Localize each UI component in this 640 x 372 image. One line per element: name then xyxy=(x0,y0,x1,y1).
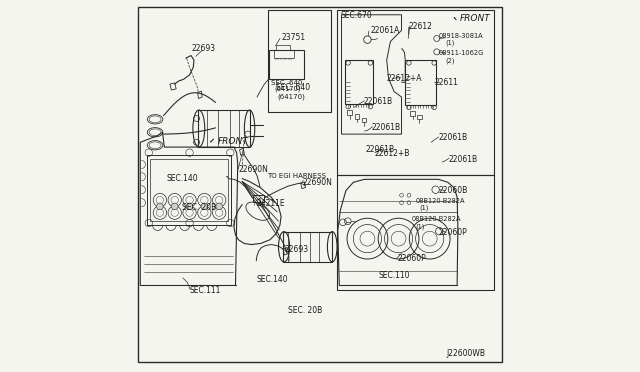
Circle shape xyxy=(172,203,178,210)
Text: SEC.110: SEC.110 xyxy=(378,271,410,280)
Bar xyxy=(147,155,231,225)
Text: 22060B: 22060B xyxy=(438,186,468,195)
Circle shape xyxy=(157,203,163,210)
Text: (2): (2) xyxy=(445,57,455,64)
Bar xyxy=(283,232,332,262)
Text: (1): (1) xyxy=(445,40,454,46)
Text: 24211E: 24211E xyxy=(257,199,285,208)
Text: (64170): (64170) xyxy=(274,86,301,92)
Text: FRONT: FRONT xyxy=(218,137,249,146)
Bar xyxy=(268,10,331,112)
Bar xyxy=(274,50,294,58)
Bar xyxy=(150,159,228,221)
Text: J22600WB: J22600WB xyxy=(446,349,485,358)
Text: 08918-3081A: 08918-3081A xyxy=(438,33,483,39)
Bar xyxy=(410,111,415,116)
Text: SEC.111: SEC.111 xyxy=(189,286,221,295)
Text: 22061B: 22061B xyxy=(364,97,393,106)
Text: SEC. 640: SEC. 640 xyxy=(271,80,302,86)
Bar xyxy=(348,110,352,115)
Text: 08B120-B282A: 08B120-B282A xyxy=(415,198,465,204)
Bar xyxy=(337,175,494,290)
Bar xyxy=(198,110,250,147)
Text: 22060P: 22060P xyxy=(438,228,467,237)
Bar xyxy=(355,114,359,119)
Text: TO EGI HARNESS: TO EGI HARNESS xyxy=(268,173,326,179)
Circle shape xyxy=(201,203,208,210)
Text: 22693: 22693 xyxy=(191,44,215,53)
Text: SEC. 640: SEC. 640 xyxy=(276,83,310,92)
Text: SEC. 20B: SEC. 20B xyxy=(288,306,323,315)
Text: 22612+B: 22612+B xyxy=(375,149,410,158)
Text: SEC. 20B: SEC. 20B xyxy=(182,203,217,212)
Text: 22061B: 22061B xyxy=(449,155,478,164)
Text: 22693: 22693 xyxy=(285,244,309,253)
Text: 22060P: 22060P xyxy=(398,254,427,263)
Text: FRONT: FRONT xyxy=(460,14,491,23)
Text: 22061A: 22061A xyxy=(370,26,399,35)
Text: 22611: 22611 xyxy=(435,78,459,87)
Text: 08911-1062G: 08911-1062G xyxy=(438,50,484,56)
Bar xyxy=(345,60,373,105)
Text: 22612: 22612 xyxy=(409,22,433,31)
Text: 22612+A: 22612+A xyxy=(387,74,422,83)
Text: SEC.140: SEC.140 xyxy=(256,275,287,284)
Text: 22061B: 22061B xyxy=(438,133,468,142)
Circle shape xyxy=(186,203,193,210)
Text: 22690N: 22690N xyxy=(239,165,268,174)
Bar xyxy=(276,45,291,49)
Bar xyxy=(405,60,436,105)
Bar xyxy=(337,10,494,175)
Text: SEC.140: SEC.140 xyxy=(166,174,198,183)
Bar xyxy=(362,118,366,122)
Circle shape xyxy=(216,203,223,210)
Text: (1): (1) xyxy=(415,223,425,230)
Text: 22061B: 22061B xyxy=(365,145,394,154)
Text: 23751: 23751 xyxy=(281,33,305,42)
Text: (64170): (64170) xyxy=(277,93,305,100)
Bar xyxy=(253,195,264,202)
Bar xyxy=(417,115,422,119)
Text: 08B120-B282A: 08B120-B282A xyxy=(412,217,461,222)
Text: 22690N: 22690N xyxy=(302,178,332,187)
Text: SEC.670: SEC.670 xyxy=(340,11,372,20)
Text: 22061B: 22061B xyxy=(372,123,401,132)
Text: (1): (1) xyxy=(419,205,429,211)
Bar xyxy=(269,49,304,78)
